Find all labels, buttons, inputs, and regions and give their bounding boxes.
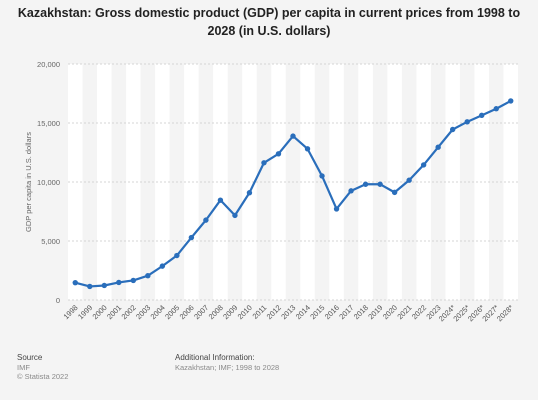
additional-info-text: Kazakhstan; IMF; 1998 to 2028 [175, 362, 280, 372]
data-point [246, 190, 253, 196]
additional-info-label: Additional Information: [175, 353, 255, 362]
source-label: Source [17, 353, 43, 362]
data-point [479, 112, 485, 119]
data-point [72, 279, 78, 286]
x-tick-label: 2022 [410, 303, 428, 321]
data-point [217, 197, 224, 203]
x-tick-label: 2018 [352, 303, 370, 321]
y-tick-label: 0 [56, 296, 60, 305]
y-tick-label: 20,000 [37, 60, 60, 69]
x-tick-label: 2010 [236, 303, 254, 321]
data-point [290, 133, 296, 139]
x-tick-label: 2008 [207, 303, 225, 321]
x-tick-label: 2002 [120, 303, 138, 321]
y-tick-label: 10,000 [37, 178, 60, 187]
data-point [420, 162, 427, 168]
data-point [406, 177, 412, 183]
x-tick-label: 2019 [366, 303, 384, 321]
data-point [232, 212, 238, 219]
data-point [87, 283, 93, 290]
column-band [387, 64, 402, 300]
data-point [304, 146, 311, 152]
data-point [508, 98, 514, 104]
source-block: Source IMF © Statista 2022 [17, 353, 68, 382]
x-tick-label: 2006 [178, 303, 196, 321]
x-tick-label: 2004 [149, 303, 167, 321]
x-tick-label: 2016 [323, 303, 341, 321]
data-point [101, 282, 107, 289]
data-point [174, 252, 180, 259]
column-band [68, 64, 83, 300]
copyright-text: © Statista 2022 [17, 372, 69, 381]
x-tick-label: 1998 [62, 303, 80, 321]
data-point [319, 173, 325, 179]
x-tick-label: 1999 [76, 303, 94, 321]
data-point [464, 119, 470, 125]
x-tick-label: 2017 [337, 303, 355, 321]
column-band [271, 64, 286, 300]
data-point [203, 217, 209, 223]
x-tick-label: 2013 [279, 303, 297, 321]
data-point [116, 279, 122, 286]
data-point [391, 189, 398, 196]
data-point [362, 181, 369, 187]
data-point [377, 181, 383, 187]
x-tick-label: 2001 [105, 303, 123, 321]
data-point [261, 160, 267, 166]
x-tick-label: 2003 [134, 303, 152, 321]
x-tick-label: 2028* [495, 303, 515, 323]
x-tick-label: 2020 [381, 303, 399, 321]
y-tick-label: 15,000 [37, 119, 60, 128]
data-point [145, 272, 151, 279]
x-tick-label: 2009 [221, 303, 239, 321]
data-point [333, 206, 340, 212]
x-tick-label: 2015 [308, 303, 326, 321]
series-line [74, 99, 512, 288]
column-band [503, 64, 518, 300]
x-tick-label: 2012 [265, 303, 283, 321]
line-chart: 0 5,000 10,000 15,000 20,000 GDP per capita i… [24, 60, 518, 323]
x-tick-label: 2014 [294, 303, 312, 321]
x-tick-label: 2000 [91, 303, 109, 321]
x-tick-label: 2021 [395, 303, 413, 321]
x-tick-label: 2005 [163, 303, 181, 321]
data-point [348, 188, 354, 194]
additional-info-block: Additional Information: Kazakhstan; IMF;… [175, 353, 279, 372]
data-point [159, 263, 166, 269]
chart-title: Kazakhstan: Gross domestic product (GDP)… [17, 6, 521, 38]
data-point [130, 277, 137, 284]
data-point [435, 144, 441, 150]
x-tick-label: 2011 [251, 303, 269, 321]
y-axis-label: GDP per capita in U.S. dollars [24, 132, 33, 232]
data-point [188, 234, 195, 241]
column-band [300, 64, 315, 300]
x-tick-label: 2007 [192, 303, 210, 321]
source-name: IMF [17, 362, 30, 372]
y-tick-label: 5,000 [41, 237, 60, 246]
data-point [275, 151, 282, 157]
data-point [449, 126, 456, 133]
data-point [493, 106, 499, 112]
